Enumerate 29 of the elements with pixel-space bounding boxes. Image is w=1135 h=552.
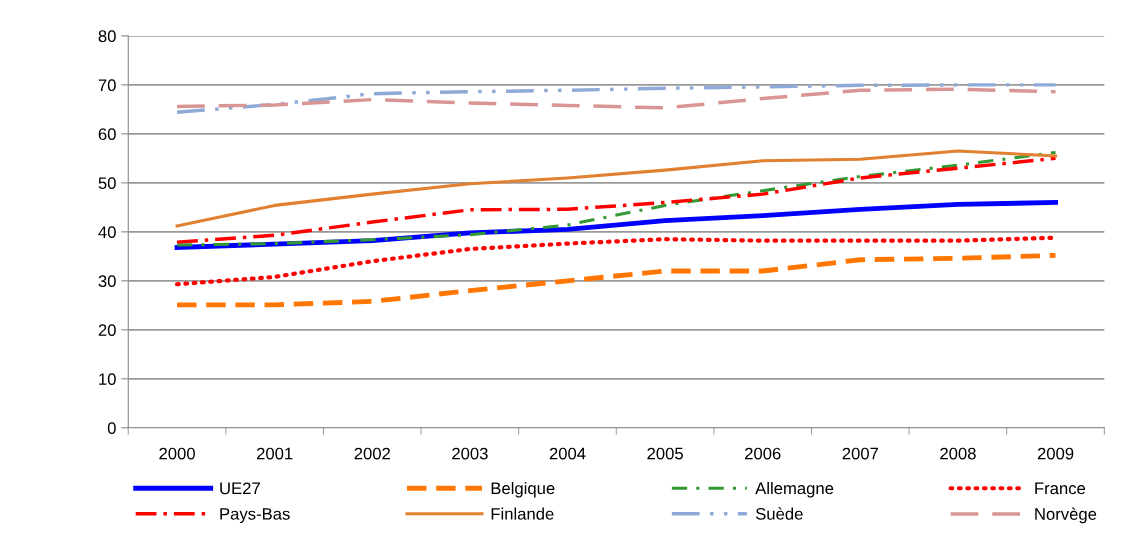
y-tick-label: 10: [99, 373, 116, 386]
legend-label: France: [1035, 482, 1086, 495]
x-tick-label: 2009: [1037, 447, 1074, 460]
legend-label: Pays-Bas: [220, 508, 290, 524]
x-tick-label: 2004: [549, 447, 586, 460]
x-tick-label: 2006: [745, 447, 781, 460]
legend-label: Norvège: [1035, 507, 1097, 524]
legend-label: UE27: [220, 482, 260, 495]
x-tick-label: 2005: [647, 447, 683, 460]
x-tick-label: 2003: [452, 447, 488, 460]
y-tick-label: 60: [98, 128, 116, 141]
y-tick-label: 0: [107, 422, 116, 434]
x-tick-label: 2002: [354, 447, 390, 460]
legend-label: Finlande: [491, 507, 554, 520]
legend-label: Suède: [755, 507, 803, 520]
legend-label: Allemagne: [755, 481, 834, 498]
x-tick-label: 2007: [842, 447, 879, 460]
x-tick-label: 2001: [256, 447, 293, 460]
y-tick-label: 40: [98, 226, 116, 239]
x-tick-label: 2000: [159, 447, 195, 460]
y-tick-label: 50: [98, 177, 116, 190]
line-series: [175, 149, 1058, 228]
x-tick-label: 2008: [940, 447, 976, 460]
y-tick-label: 30: [98, 275, 116, 288]
line-series: [174, 252, 1058, 308]
y-tick-label: 80: [98, 30, 116, 43]
legend-label: Belgique: [491, 481, 555, 498]
y-tick-label: 70: [98, 79, 116, 92]
y-tick-label: 20: [98, 324, 116, 337]
